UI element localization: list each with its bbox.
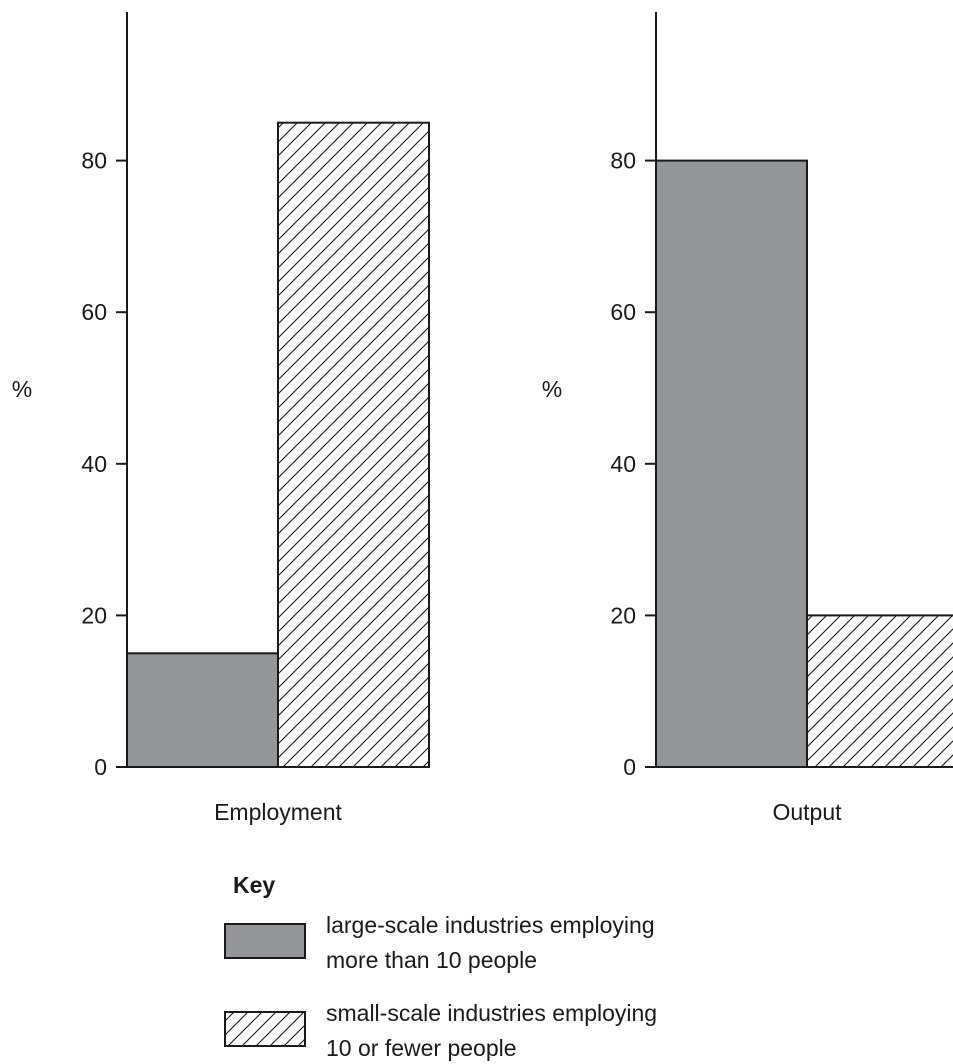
legend-swatch-small-scale [224, 1011, 306, 1047]
employment-y-tick-label: 60 [81, 299, 107, 325]
employment-chart: 0 20 40 60 80% Employment [12, 12, 430, 825]
output-y-tick-label: 80 [610, 148, 636, 174]
legend-label-small-scale-line1: small-scale industries employing [326, 1000, 657, 1026]
employment-y-tick-label: 40 [81, 451, 107, 477]
output-y-tick-label: 0 [623, 754, 636, 780]
output-x-axis-label: Output [772, 799, 842, 825]
employment-y-tick-label: 20 [81, 602, 107, 628]
output-y-axis-label: % [542, 376, 562, 402]
output-chart: 0 20 40 60 80% Output [542, 12, 953, 825]
output-bar-large-scale [655, 159, 808, 769]
employment-bar-small-scale [277, 121, 430, 768]
employment-bar-large-scale [126, 652, 279, 768]
employment-y-axis-label: % [12, 376, 32, 402]
output-y-tick-label: 40 [610, 451, 636, 477]
legend-title: Key [233, 872, 275, 898]
legend-label-large-scale-line1: large-scale industries employing [326, 912, 655, 938]
legend-label-small-scale-line2: 10 or fewer people [326, 1035, 517, 1061]
output-y-tick-label: 20 [610, 602, 636, 628]
legend-label-large-scale-line2: more than 10 people [326, 947, 537, 973]
legend: Key large-scale industries employing mor… [224, 872, 657, 1061]
employment-x-axis-label: Employment [214, 799, 342, 825]
output-y-tick-label: 60 [610, 299, 636, 325]
legend-swatch-large-scale [224, 923, 306, 959]
output-bar-small-scale [806, 614, 953, 769]
employment-y-tick-label: 80 [81, 148, 107, 174]
employment-y-tick-label: 0 [94, 754, 107, 780]
